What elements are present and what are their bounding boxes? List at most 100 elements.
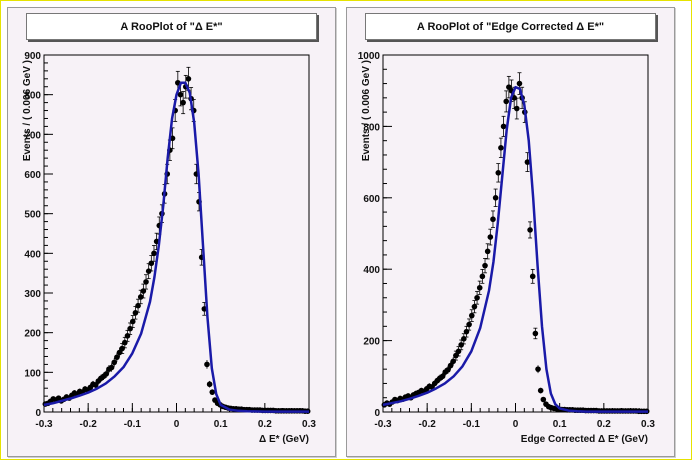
data-point [151, 250, 157, 257]
data-point [135, 302, 141, 309]
data-point [540, 396, 547, 403]
x-axis-label: Edge Corrected Δ E* (GeV) [521, 434, 648, 445]
plot-title: A RooPlot of "Δ E*" [26, 13, 317, 40]
y-tick-label: 800 [363, 122, 380, 133]
y-tick-label: 600 [363, 194, 380, 205]
x-tick-label: 0.2 [258, 419, 272, 430]
data-point [532, 330, 539, 337]
data-point [479, 273, 486, 280]
data-point [124, 333, 131, 339]
x-tick-label: 0 [174, 419, 180, 430]
x-tick-label: 0.3 [302, 419, 316, 430]
y-tick-label: 100 [24, 368, 41, 379]
data-point [524, 159, 531, 165]
y-tick-label: 800 [24, 91, 41, 102]
data-point [447, 362, 454, 369]
data-point [516, 80, 523, 87]
x-tick-label: -0.3 [374, 419, 392, 430]
data-point [137, 294, 144, 300]
x-tick-label: 0.2 [597, 419, 611, 430]
x-tick-label: -0.3 [35, 419, 53, 430]
y-tick-label: 400 [24, 249, 41, 260]
data-point [206, 381, 213, 388]
data-point [487, 234, 494, 240]
data-point [463, 328, 470, 335]
plot-title: A RooPlot of "Edge Corrected Δ E*" [365, 13, 656, 40]
data-point [495, 170, 502, 176]
y-axis-label: Events / ( 0.006 GeV ) [361, 60, 372, 161]
data-point [474, 294, 480, 301]
data-point [132, 310, 139, 316]
data-point [185, 76, 192, 82]
x-tick-label: -0.1 [463, 419, 481, 430]
x-tick-label: 0.3 [641, 419, 655, 430]
data-point [514, 105, 520, 112]
y-tick-label: 400 [363, 265, 380, 276]
x-tick-label: -0.2 [419, 419, 437, 430]
y-tick-label: 600 [24, 170, 41, 181]
data-point [498, 145, 504, 151]
x-axis-label: Δ E* (GeV) [259, 434, 309, 445]
data-point [476, 284, 483, 291]
x-tick-label: 0.1 [553, 419, 567, 430]
data-point [445, 367, 451, 373]
y-tick-label: 300 [24, 289, 41, 300]
x-tick-label: -0.2 [80, 419, 98, 430]
chart-delta-e: -0.3 -0.2 -0.1 0 0.1 0.2 0.3 0 100 200 300 400 500 60… [22, 51, 316, 445]
y-tick-label: 200 [24, 329, 41, 340]
data-point [114, 354, 120, 361]
y-tick-label: 700 [24, 130, 41, 141]
chart-edge-corrected: -0.3 -0.2 -0.1 0 0.1 0.2 0.302004006008001000E… [358, 51, 656, 445]
data-point [490, 216, 496, 223]
y-tick-label: 500 [24, 210, 41, 221]
data-point [529, 273, 536, 280]
plot-panel-delta-e: A RooPlot of "Δ E*" -0.3 -0.2 -0.1 0 0.1 0.2 0… [7, 7, 336, 457]
x-tick-label: -0.1 [124, 419, 142, 430]
y-tick-label: 0 [374, 408, 380, 419]
data-points [381, 72, 650, 415]
data-point [204, 361, 210, 368]
data-point [535, 366, 541, 372]
data-point [503, 98, 510, 105]
data-point [458, 342, 464, 348]
data-point [119, 345, 125, 352]
data-point [466, 321, 472, 328]
data-point [111, 359, 118, 366]
data-point [177, 91, 184, 98]
data-point [468, 312, 475, 319]
data-point [482, 262, 488, 269]
y-tick-label: 1000 [358, 51, 381, 62]
data-point [484, 248, 491, 255]
data-point [471, 303, 478, 310]
fit-curve [43, 81, 309, 413]
data-point [455, 348, 462, 355]
data-point [527, 227, 533, 233]
data-point [127, 325, 133, 332]
data-point [145, 268, 152, 274]
data-point [450, 358, 457, 365]
data-point [92, 382, 99, 388]
data-point [148, 260, 155, 267]
x-tick-label: 0 [513, 419, 519, 430]
data-point [537, 387, 544, 394]
data-point [500, 123, 507, 130]
data-point [108, 364, 115, 371]
data-point [453, 352, 459, 359]
data-point [439, 373, 446, 380]
data-point [103, 371, 110, 377]
y-tick-label: 900 [24, 51, 41, 62]
data-point [122, 339, 128, 346]
data-point [180, 99, 186, 106]
data-points [42, 66, 311, 415]
plot-panel-edge-corrected: A RooPlot of "Edge Corrected Δ E*" -0.3 -… [346, 7, 675, 457]
data-point [143, 279, 149, 285]
y-axis-label: Events / ( 0.006 GeV ) [22, 60, 33, 161]
data-point [492, 195, 499, 201]
y-tick-label: 200 [363, 337, 380, 348]
data-point [140, 288, 147, 294]
fit-curve [382, 85, 648, 413]
data-point [209, 389, 216, 395]
x-tick-label: 0.1 [214, 419, 228, 430]
data-point [129, 318, 136, 325]
